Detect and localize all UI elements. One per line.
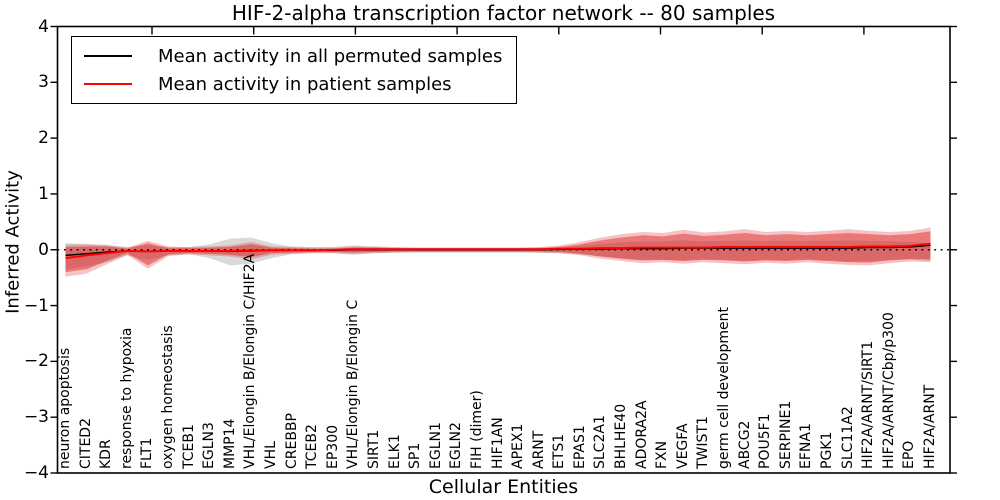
chart-title: HIF-2-alpha transcription factor network…: [231, 1, 776, 25]
x-tick-label: CITED2: [77, 418, 94, 469]
x-tick-label: MMP14: [221, 418, 238, 469]
y-tick-label: 1: [38, 183, 49, 204]
x-tick-label: ARNT: [530, 430, 547, 469]
band-permuted-samples-band: [65, 237, 931, 270]
x-tick-label: HIF1AN: [489, 417, 506, 469]
x-tick-label: TCEB2: [304, 424, 321, 469]
x-tick-label: SLC2A1: [592, 415, 609, 469]
x-tick-label: HIF2A/ARNT/SIRT1: [860, 340, 877, 469]
y-tick-label: −4: [23, 463, 49, 483]
x-tick-label: response to hypoxia: [118, 327, 135, 469]
x-tick-label: ELK1: [386, 434, 403, 469]
y-tick-label: 2: [38, 128, 49, 149]
x-tick-label: VHL/Elongin B/Elongin C/HIF2A: [242, 253, 259, 469]
x-tick-label: TWIST1: [695, 416, 712, 469]
x-tick-label: SP1: [407, 442, 424, 469]
x-tick-label: KDR: [98, 439, 115, 469]
series-line-patient: [65, 242, 931, 260]
x-tick-label: EPO: [901, 440, 918, 469]
x-tick-label: ADORA2A: [633, 400, 650, 469]
x-tick-label: SERPINE1: [777, 400, 794, 469]
x-tick-label: APEX1: [510, 423, 527, 469]
band-patient-samples-band-inner: [65, 231, 931, 273]
x-tick-label: EGLN1: [427, 422, 444, 469]
x-tick-label: VHL: [262, 441, 279, 469]
x-tick-label: FIH (dimer): [468, 390, 485, 469]
x-tick-label: HIF2A/ARNT: [922, 384, 938, 469]
y-tick-label: 0: [38, 239, 49, 260]
x-tick-label: FLT1: [139, 437, 156, 469]
x-tick-label: POU5F1: [757, 413, 774, 469]
band-patient-samples-band-outer: [65, 227, 931, 277]
legend-label-permuted: Mean activity in all permuted samples: [158, 45, 503, 67]
x-tick-label: TCEB1: [180, 424, 197, 469]
y-tick-label: 3: [38, 72, 49, 93]
y-tick-label: −2: [23, 351, 49, 372]
legend-item-patient: Mean activity in patient samples: [84, 70, 502, 98]
x-tick-label: oxygen homeostasis: [159, 325, 176, 469]
x-tick-label: EPAS1: [571, 425, 588, 469]
x-tick-label: neuron apoptosis: [57, 347, 73, 469]
x-tick-label: EP300: [324, 424, 341, 469]
x-tick-label: VHL/Elongin B/Elongin C: [345, 299, 362, 469]
x-tick-label: BHLHE40: [613, 403, 630, 469]
x-tick-label: ABCG2: [736, 420, 753, 469]
x-tick-label: PGK1: [819, 431, 836, 469]
x-tick-label: FXN: [654, 440, 671, 469]
x-tick-label: EFNA1: [798, 423, 815, 469]
legend-line-black-icon: [84, 55, 132, 57]
x-tick-label: VEGFA: [674, 423, 691, 469]
legend: Mean activity in all permuted samples Me…: [71, 36, 518, 104]
x-tick-label: ETS1: [551, 433, 568, 469]
y-tick-label: −3: [23, 407, 49, 428]
x-tick-label: CREBBP: [283, 413, 300, 469]
x-tick-label: SIRT1: [365, 429, 382, 469]
x-tick-label: HIF2A/ARNT/Cbp/p300: [880, 312, 897, 469]
x-tick-label: EGLN3: [201, 422, 218, 469]
legend-item-permuted: Mean activity in all permuted samples: [84, 42, 502, 70]
x-axis-label: Cellular Entities: [428, 476, 579, 498]
legend-line-red-icon: [84, 83, 132, 85]
x-tick-label: EGLN2: [448, 422, 465, 469]
y-tick-label: 4: [38, 16, 49, 37]
legend-label-patient: Mean activity in patient samples: [158, 73, 452, 95]
x-tick-label: germ cell development: [716, 307, 733, 469]
y-tick-label: −1: [23, 295, 49, 316]
x-tick-label: SLC11A2: [839, 406, 856, 469]
